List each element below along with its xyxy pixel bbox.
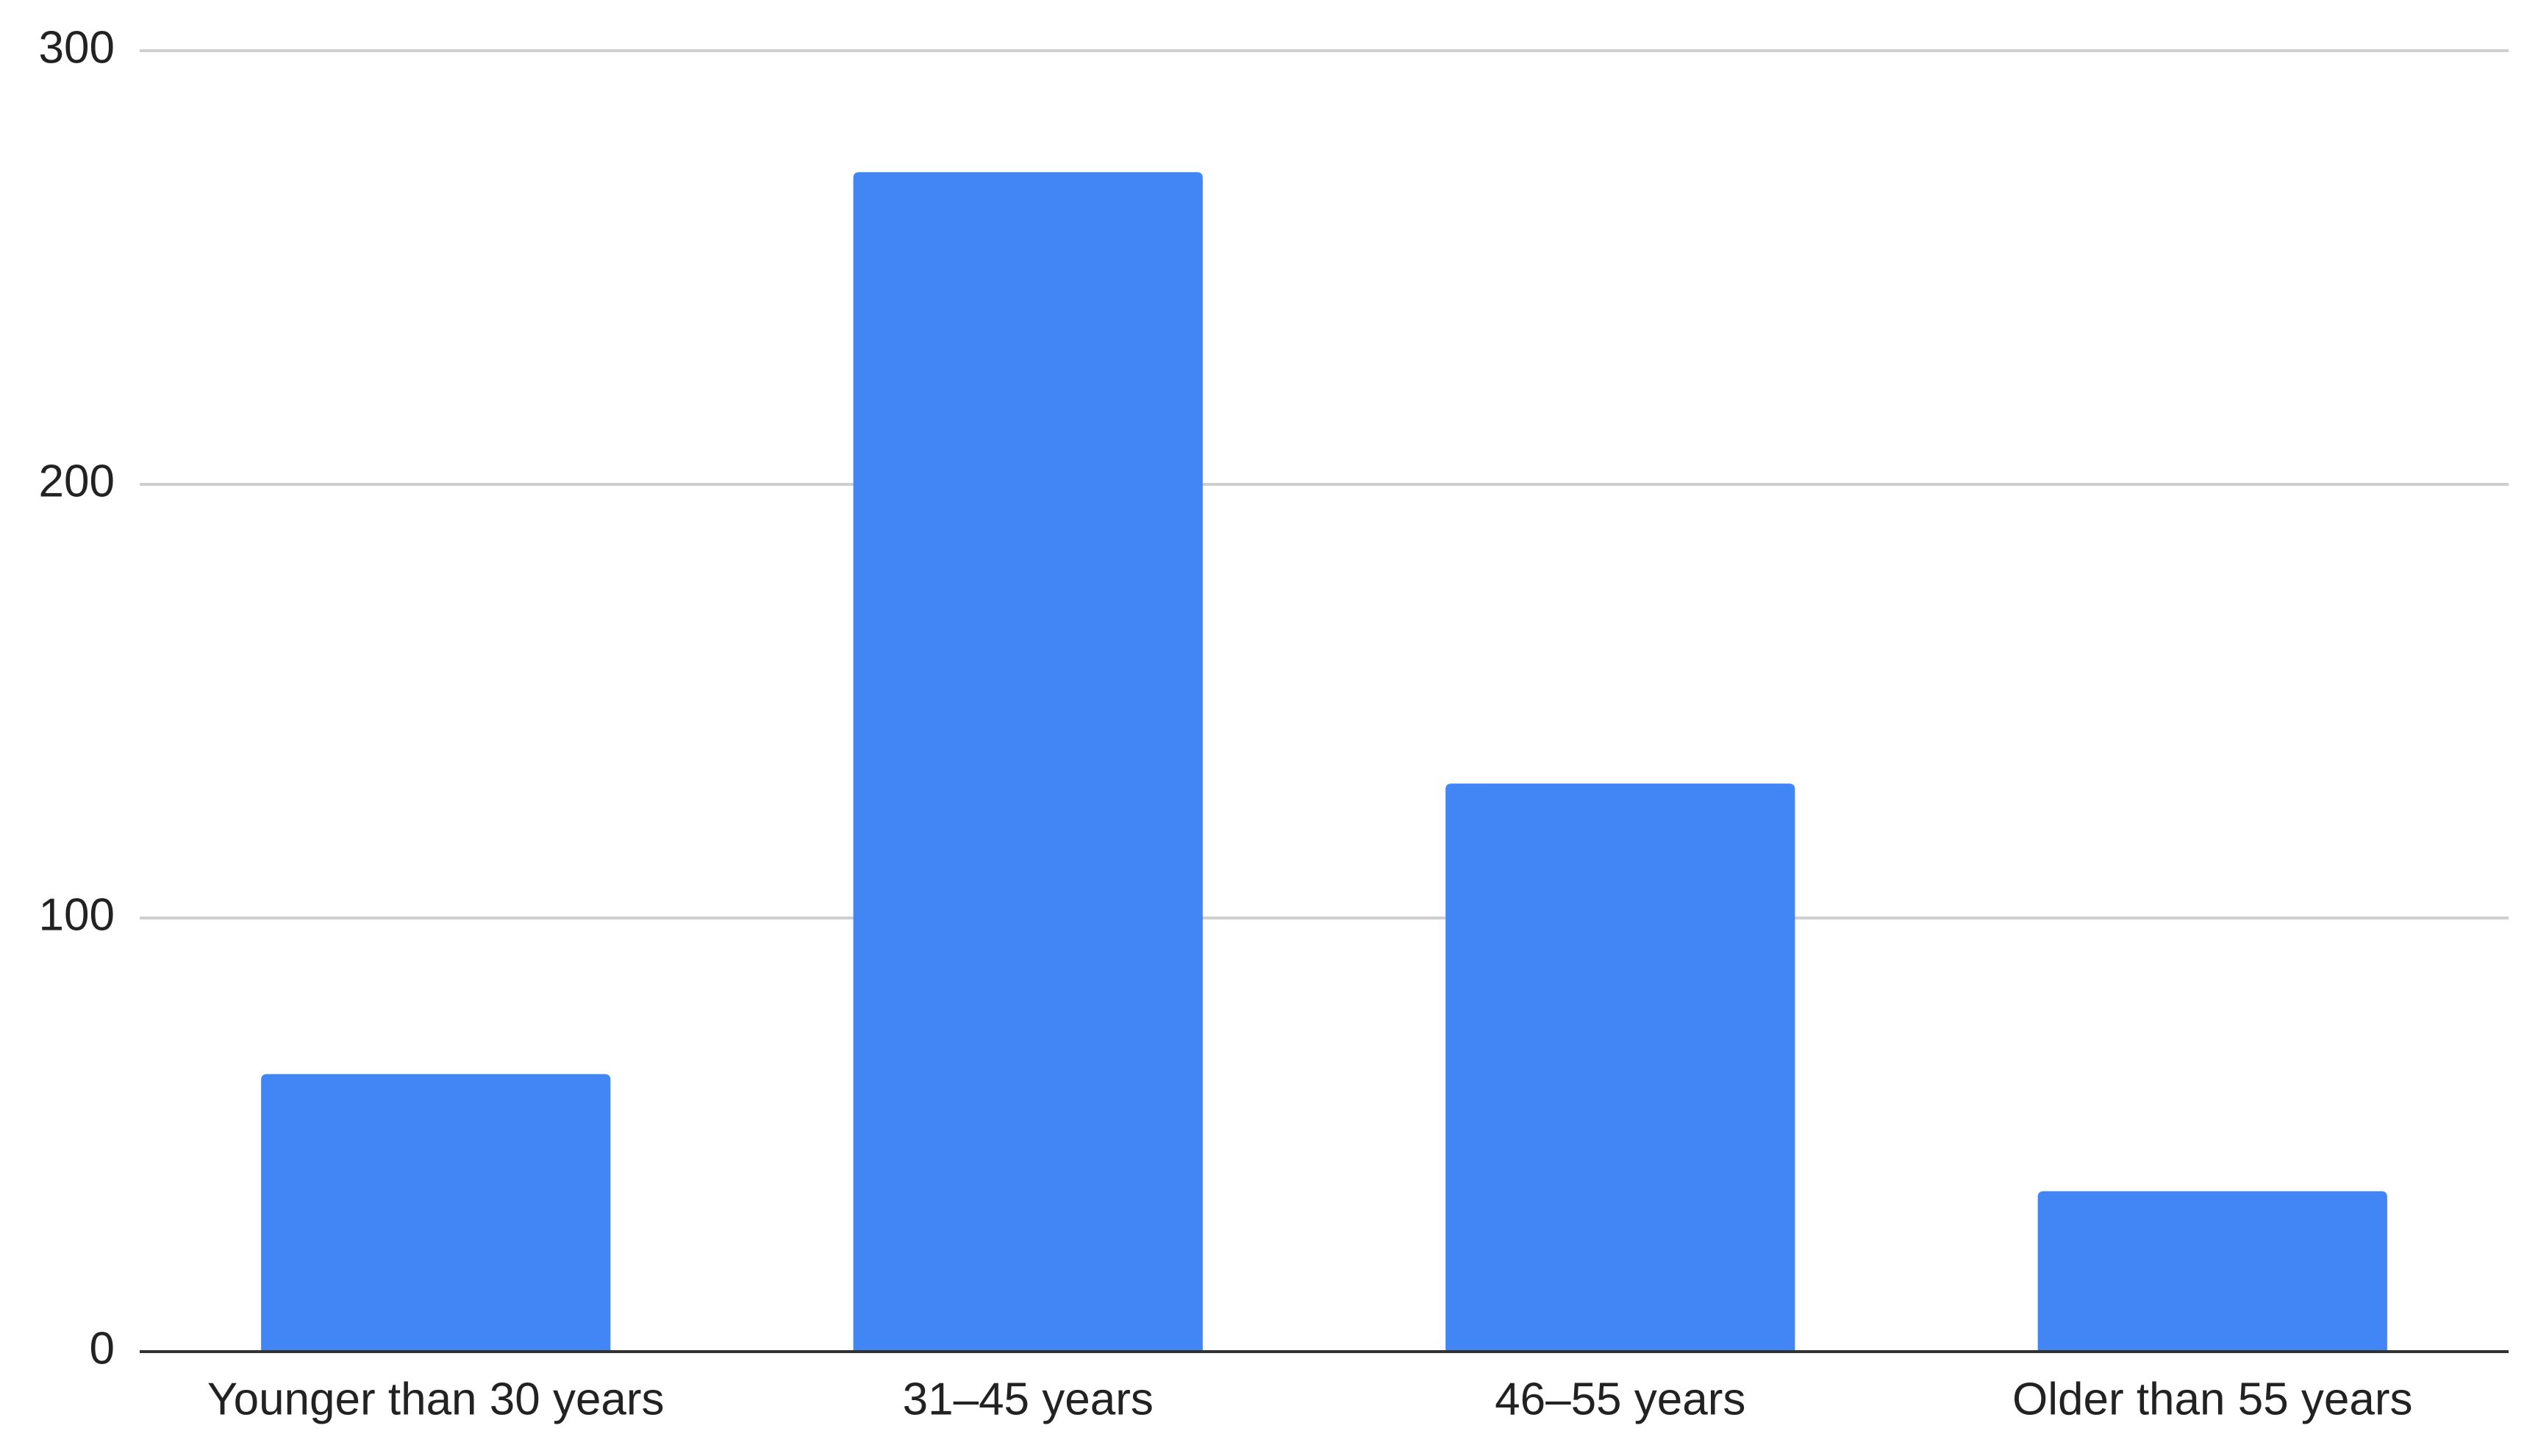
y-tick-label: 300 (39, 22, 115, 73)
bar (853, 172, 1203, 1352)
y-tick-label: 200 (39, 456, 115, 506)
y-tick-label: 100 (39, 889, 115, 940)
bar (1445, 783, 1795, 1352)
x-tick-label: Older than 55 years (2012, 1374, 2413, 1424)
x-tick-label: 46–55 years (1495, 1374, 1745, 1424)
bar (261, 1074, 611, 1352)
y-tick-label: 0 (90, 1323, 115, 1374)
x-tick-label: 31–45 years (903, 1374, 1154, 1424)
bar (2037, 1191, 2387, 1352)
x-tick-label: Younger than 30 years (207, 1374, 665, 1424)
